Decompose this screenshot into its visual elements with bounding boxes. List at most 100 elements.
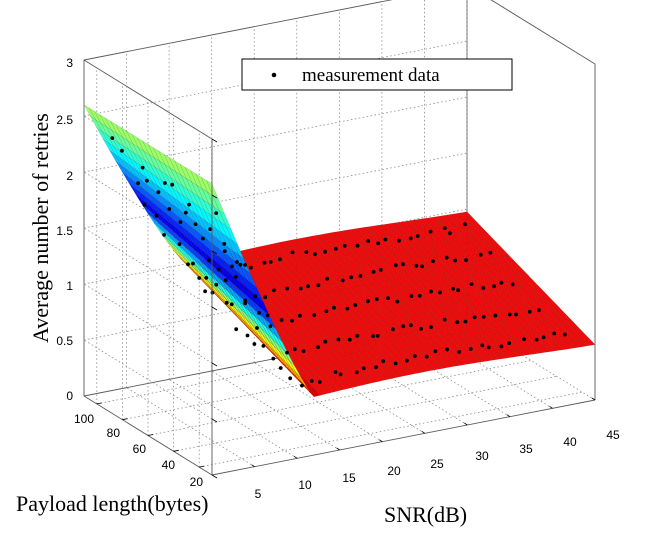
- surface-patch: [545, 300, 559, 308]
- box-edge: [83, 59, 213, 140]
- retry-tick: 1: [66, 279, 73, 293]
- snr-tick-mark: [506, 414, 511, 417]
- measurement-point: [464, 258, 468, 263]
- retry-surface: [83, 104, 596, 397]
- measurement-point: [420, 264, 424, 269]
- measurement-point: [409, 294, 414, 298]
- measurement-point: [298, 286, 303, 291]
- measurement-point: [249, 265, 253, 270]
- measurement-point: [347, 337, 352, 342]
- measurement-point: [243, 301, 248, 306]
- measurement-point: [222, 249, 227, 254]
- payload-tick-labels: 20 40 60 80 100: [74, 412, 203, 489]
- measurement-point: [214, 211, 219, 216]
- measurement-point: [279, 318, 284, 322]
- measurement-point: [265, 313, 270, 318]
- measurement-point: [233, 275, 238, 279]
- measurement-point: [424, 354, 429, 359]
- measurement-point: [162, 233, 167, 237]
- measurement-point: [325, 276, 330, 281]
- measurement-point: [316, 283, 321, 288]
- payload-tick-mark: [147, 434, 154, 436]
- x-axis-label: SNR(dB): [384, 502, 467, 527]
- measurement-point: [378, 268, 383, 272]
- measurement-point: [238, 262, 243, 267]
- measurement-point: [417, 293, 422, 298]
- measurement-point: [534, 337, 539, 342]
- measurement-point: [393, 361, 398, 366]
- measurement-point: [468, 347, 473, 351]
- measurement-point: [522, 337, 526, 342]
- measurement-point: [298, 313, 302, 318]
- legend-box: [241, 58, 513, 91]
- measurement-point: [340, 278, 345, 283]
- measurement-point: [527, 309, 532, 314]
- snr-tick: 15: [342, 471, 356, 485]
- payload-tick: 40: [162, 458, 176, 472]
- measurement-point: [336, 337, 341, 342]
- measurement-point: [292, 347, 297, 352]
- surface-patch: [561, 316, 575, 324]
- measurement-point: [333, 370, 338, 374]
- gridline-z-left: [83, 227, 213, 308]
- measurement-point: [252, 342, 257, 346]
- snr-tick-mark: [251, 464, 255, 467]
- measurement-point: [230, 264, 234, 269]
- retry-tick-labels: 0 0.5 1 1.5 2 2.5 3: [56, 56, 73, 403]
- measurement-points: [110, 136, 567, 388]
- y-axis-label: Payload length(bytes): [16, 491, 208, 516]
- surface-patch: [481, 233, 495, 241]
- surface-patch: [582, 338, 596, 346]
- snr-tick: 35: [519, 442, 533, 456]
- box-edge: [83, 0, 393, 61]
- retry-tick: 2: [66, 169, 73, 183]
- surface-patch: [513, 266, 527, 274]
- measurement-point: [486, 345, 491, 350]
- measurement-point: [324, 309, 329, 314]
- retry-tick-mark: [211, 194, 218, 199]
- measurement-point: [345, 306, 350, 311]
- payload-tick: 80: [107, 426, 121, 440]
- measurement-point: [222, 241, 227, 246]
- measurement-point: [395, 299, 400, 304]
- measurement-point: [140, 165, 145, 170]
- measurement-point: [374, 365, 378, 370]
- retry-tick-mark: [211, 306, 218, 311]
- payload-tick: 100: [74, 412, 94, 426]
- gridline-snr-floor: [211, 370, 340, 451]
- measurement-point: [110, 136, 115, 141]
- legend-marker: [271, 72, 277, 78]
- measurement-point: [552, 331, 557, 336]
- measurement-point: [507, 312, 512, 317]
- measurement-point: [203, 289, 208, 294]
- measurement-point: [208, 227, 213, 232]
- measurement-point: [499, 344, 504, 349]
- retry-tick: 3: [66, 56, 73, 70]
- measurement-point: [309, 379, 314, 383]
- measurement-point: [507, 341, 512, 345]
- payload-tick-mark: [199, 465, 205, 468]
- measurement-point: [263, 295, 268, 300]
- measurement-point: [381, 359, 386, 363]
- gridline-snr-floor: [168, 378, 298, 459]
- measurement-point: [268, 260, 273, 264]
- measurement-point: [456, 288, 460, 293]
- measurement-point: [408, 323, 413, 328]
- measurement-point: [271, 356, 276, 361]
- measurement-point: [444, 255, 449, 260]
- measurement-point: [229, 302, 234, 307]
- box-edge: [490, 0, 596, 65]
- measurement-point: [243, 263, 248, 267]
- measurement-point: [488, 250, 493, 255]
- measurement-point: [412, 354, 417, 358]
- gridline-snr-floor: [126, 387, 255, 468]
- snr-tick-mark: [293, 456, 298, 459]
- snr-tick: 40: [563, 435, 577, 449]
- measurement-point: [191, 261, 195, 266]
- measurement-point: [338, 372, 343, 377]
- measurement-point: [234, 327, 239, 332]
- measurement-point: [415, 234, 420, 238]
- measurement-point: [323, 249, 327, 254]
- measurement-point: [499, 280, 504, 285]
- measurement-point: [353, 303, 358, 307]
